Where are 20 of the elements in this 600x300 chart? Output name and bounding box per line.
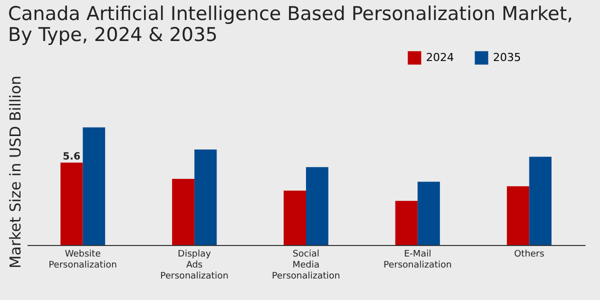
bar [418, 182, 440, 245]
x-tick-label: Website Personalization [48, 250, 117, 270]
bar [60, 162, 83, 245]
bar [194, 149, 217, 245]
data-label: 5.6 [62, 152, 81, 163]
bar [172, 178, 194, 245]
bar [506, 186, 530, 245]
bar [284, 190, 306, 245]
chart-title: Canada Artificial Intelligence Based Personalization Market, By Type, 2024 & 2035 [8, 3, 573, 46]
bar [82, 127, 106, 245]
x-tick-label: E-Mail Personalization [383, 250, 452, 270]
bar [395, 200, 418, 245]
legend-label: 2035 [493, 50, 521, 64]
y-axis-title: Market Size in USD Billion [6, 76, 24, 268]
legend-label: 2024 [426, 50, 454, 64]
x-tick-label: Social Media Personalization [272, 250, 340, 282]
bar [529, 156, 552, 245]
x-tick-label: Others [514, 250, 545, 260]
bar [306, 167, 328, 245]
x-tick-label: Display Ads Personalization [160, 250, 229, 282]
